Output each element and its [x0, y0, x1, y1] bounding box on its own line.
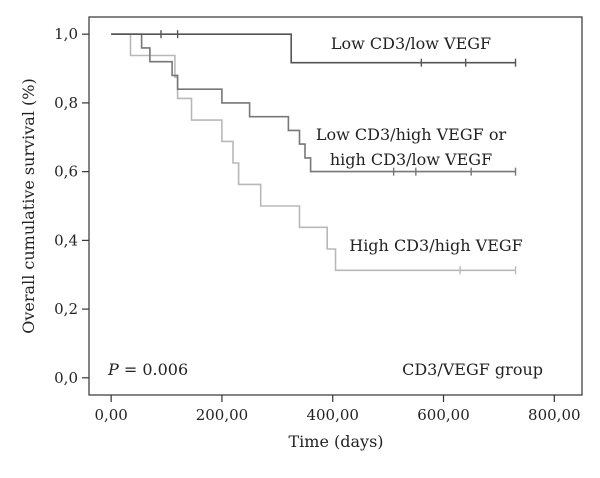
series-labels: Low CD3/low VEGF Low CD3/high VEGF or high…	[316, 34, 523, 255]
x-axis-ticks: 0,00 200,00 400,00 600,00 800,00	[94, 395, 581, 424]
x-tick-label: 0,00	[94, 406, 127, 424]
y-tick-label: 0,8	[54, 94, 78, 112]
p-value-text: = 0.006	[119, 360, 188, 379]
y-tick-label: 1,0	[54, 25, 78, 43]
plot-frame	[88, 16, 583, 396]
series-line	[111, 33, 516, 272]
p-value-label: P = 0.006	[107, 360, 188, 379]
y-tick-label: 0,6	[54, 163, 78, 181]
x-axis-title: Time (days)	[288, 432, 383, 451]
x-tick-label: 200,00	[196, 406, 249, 424]
y-tick-label: 0,0	[54, 369, 78, 387]
y-axis-ticks: 0,0 0,2 0,4 0,6 0,8 1,0	[54, 25, 89, 387]
legend-title: CD3/VEGF group	[402, 360, 543, 379]
y-tick-label: 0,4	[54, 231, 78, 249]
series-label: Low CD3/low VEGF	[331, 34, 491, 53]
series-label: High CD3/high VEGF	[349, 236, 523, 255]
x-tick-label: 800,00	[528, 406, 581, 424]
series-line	[111, 33, 516, 173]
x-tick-label: 400,00	[306, 406, 359, 424]
y-tick-label: 0,2	[54, 300, 78, 318]
x-tick-label: 600,00	[417, 406, 470, 424]
y-axis-title: Overall cumulative survival (%)	[19, 78, 38, 333]
series-label: Low CD3/high VEGF or	[316, 125, 507, 144]
series-label: high CD3/low VEGF	[330, 150, 492, 169]
survival-series	[111, 30, 517, 275]
p-value-symbol: P	[107, 360, 119, 379]
series-line	[111, 33, 516, 64]
